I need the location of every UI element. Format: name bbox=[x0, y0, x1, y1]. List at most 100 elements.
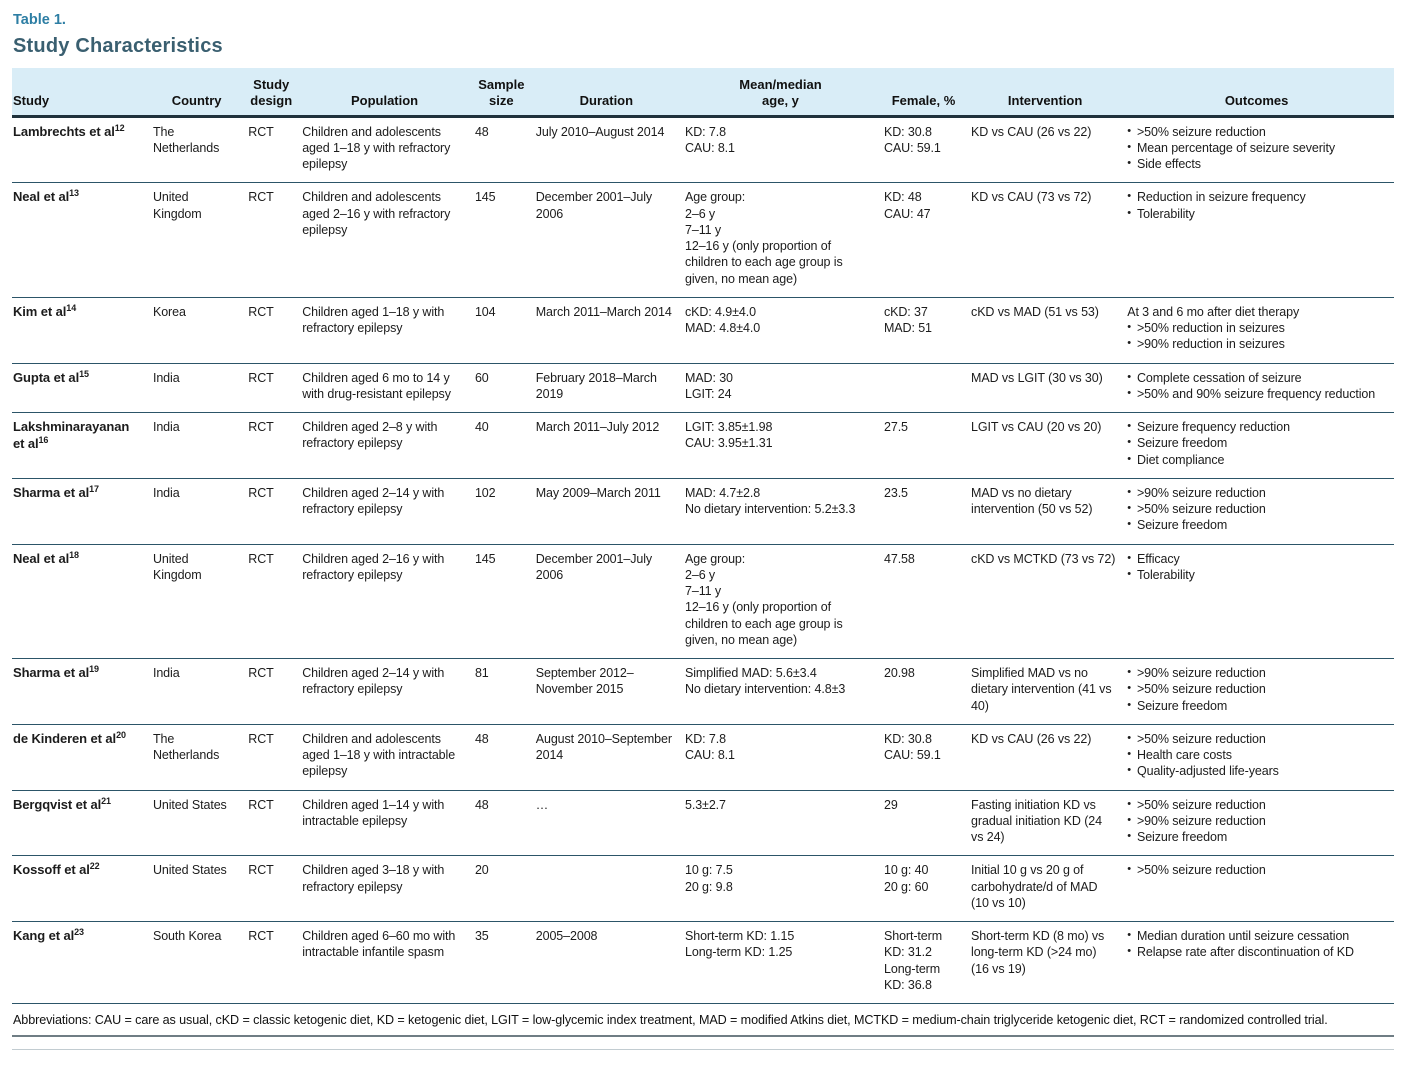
bullet-icon: • bbox=[1127, 682, 1131, 695]
table-row: Sharma et al17 India RCT Children aged 2… bbox=[12, 478, 1394, 545]
cell-population: Children aged 1–14 y with intractable ep… bbox=[302, 797, 445, 828]
outcome-text: Seizure freedom bbox=[1136, 518, 1228, 533]
cell-age: LGIT: 3.85±1.98 CAU: 3.95±1.31 bbox=[684, 420, 773, 451]
column-header-study-design: Study design bbox=[248, 68, 303, 117]
cell-country: United Kingdom bbox=[152, 190, 202, 221]
outcome-text: Efficacy bbox=[1136, 551, 1180, 566]
cell-outcomes: • Seizure frequency reduction • Seizure fre… bbox=[1127, 413, 1394, 479]
cell-duration: August 2010–September 2014 bbox=[535, 731, 672, 763]
cell-duration: December 2001–July 2006 bbox=[535, 551, 653, 582]
cell-sample-size: 35 bbox=[474, 929, 489, 944]
study-reference-number: 21 bbox=[101, 795, 111, 806]
study-name: Sharma et al bbox=[13, 484, 90, 500]
outcome-text: Median duration until seizure cessation bbox=[1136, 929, 1350, 944]
table-row: Sharma et al19 India RCT Children aged 2… bbox=[12, 659, 1394, 725]
cell-intervention: Initial 10 g vs 20 g of carbohydrate/d o… bbox=[971, 863, 1098, 910]
cell-female: Short-term KD: 31.2 Long-term KD: 36.8 bbox=[883, 929, 943, 992]
cell-country: India bbox=[152, 485, 180, 500]
cell-study-design: RCT bbox=[248, 551, 274, 566]
cell-age: cKD: 4.9±4.0 MAD: 4.8±4.0 bbox=[684, 304, 761, 336]
outcome-text: Health care costs bbox=[1136, 748, 1232, 763]
outcome-text: >90% seizure reduction bbox=[1136, 813, 1266, 828]
study-name: Gupta et al bbox=[13, 369, 80, 385]
bullet-icon: • bbox=[1127, 731, 1131, 744]
cell-outcomes: • >50% seizure reduction • Mean percentage … bbox=[1127, 116, 1394, 183]
cell-study-design: RCT bbox=[248, 666, 274, 681]
outcome-text: >50% seizure reduction bbox=[1136, 124, 1266, 139]
cell-study-design: RCT bbox=[248, 929, 274, 944]
table-row: Gupta et al15 India RCT Children aged 6 … bbox=[12, 363, 1394, 413]
outcome-text: Seizure freedom bbox=[1136, 830, 1228, 845]
table-row: Neal et al18 United Kingdom RCT Children… bbox=[12, 544, 1394, 659]
cell-age: 10 g: 7.5 20 g: 9.8 bbox=[684, 863, 733, 894]
study-reference-number: 23 bbox=[74, 927, 84, 938]
outcome-text: Seizure freedom bbox=[1136, 698, 1228, 713]
outcomes-list: • Reduction in seizure frequency • Tolerabi… bbox=[1127, 189, 1384, 222]
cell-duration bbox=[536, 856, 685, 922]
outcome-text: Seizure freedom bbox=[1136, 436, 1228, 451]
study-name: Lakshminarayanan et al bbox=[13, 419, 130, 452]
column-header-intervention: Intervention bbox=[971, 68, 1128, 117]
bullet-icon: • bbox=[1127, 929, 1131, 942]
cell-study-design: RCT bbox=[248, 797, 274, 812]
table-row: Lakshminarayanan et al16 India RCT Child… bbox=[12, 413, 1394, 479]
bullet-icon: • bbox=[1127, 157, 1131, 170]
cell-sample-size: 81 bbox=[474, 666, 489, 681]
bullet-icon: • bbox=[1127, 518, 1131, 531]
outcome-item: • >90% seizure reduction bbox=[1127, 485, 1384, 501]
cell-female: 20.98 bbox=[883, 666, 915, 681]
cell-female: KD: 48 CAU: 47 bbox=[883, 190, 931, 221]
abbreviations-footnote: Abbreviations: CAU = care as usual, cKD … bbox=[12, 1004, 1394, 1038]
table-body: Lambrechts et al12 The Netherlands RCT C… bbox=[12, 116, 1394, 1004]
cell-sample-size: 60 bbox=[474, 370, 489, 385]
cell-sample-size: 145 bbox=[474, 551, 496, 566]
bullet-icon: • bbox=[1127, 698, 1131, 711]
bullet-icon: • bbox=[1127, 813, 1131, 826]
bullet-icon: • bbox=[1127, 140, 1131, 153]
cell-sample-size: 40 bbox=[474, 420, 489, 435]
cell-country: India bbox=[152, 420, 180, 435]
outcome-item: • >90% reduction in seizures bbox=[1127, 336, 1384, 352]
cell-population: Children and adolescents aged 2–16 y wit… bbox=[302, 190, 451, 237]
study-name: Kim et al bbox=[13, 303, 67, 319]
bullet-icon: • bbox=[1127, 764, 1131, 777]
column-header-sample-size: Sample size bbox=[474, 68, 536, 117]
cell-study: Neal et al18 bbox=[12, 544, 153, 659]
cell-sample-size: 48 bbox=[474, 124, 489, 139]
outcome-text: >90% seizure reduction bbox=[1136, 666, 1266, 681]
outcomes-list: • >50% reduction in seizures • >90% reducti… bbox=[1127, 320, 1384, 353]
column-header-female: Female, % bbox=[883, 68, 972, 117]
bullet-icon: • bbox=[1127, 485, 1131, 498]
table-row: Bergqvist et al21 United States RCT Chil… bbox=[12, 790, 1394, 856]
cell-population: Children and adolescents aged 1–18 y wit… bbox=[302, 731, 456, 779]
cell-outcomes: • >50% seizure reduction • >90% seizure red… bbox=[1127, 790, 1394, 856]
cell-study: Lambrechts et al12 bbox=[12, 116, 153, 183]
cell-study: Lakshminarayanan et al16 bbox=[12, 413, 153, 479]
cell-country: United Kingdom bbox=[152, 551, 202, 582]
cell-age: Age group: 2–6 y 7–11 y 12–16 y (only pr… bbox=[684, 551, 843, 647]
header-row: Study Country Study design Population Sa… bbox=[12, 68, 1394, 117]
cell-study: Sharma et al17 bbox=[12, 478, 153, 544]
outcome-item: • Reduction in seizure frequency bbox=[1127, 189, 1384, 205]
column-header-study: Study bbox=[12, 68, 153, 117]
cell-study: Kang et al23 bbox=[12, 922, 153, 1004]
cell-female: KD: 30.8 CAU: 59.1 bbox=[883, 124, 941, 155]
outcome-text: Diet compliance bbox=[1136, 452, 1225, 467]
cell-female: KD: 30.8 CAU: 59.1 bbox=[883, 731, 941, 763]
outcome-item: • >50% seizure reduction bbox=[1127, 681, 1384, 697]
cell-age: MAD: 4.7±2.8 No dietary intervention: 5.… bbox=[684, 485, 856, 517]
outcome-item: • >50% seizure reduction bbox=[1127, 731, 1384, 747]
table-row: de Kinderen et al20 The Netherlands RCT … bbox=[12, 724, 1394, 791]
bullet-icon: • bbox=[1127, 206, 1131, 219]
cell-duration: May 2009–March 2011 bbox=[535, 485, 661, 500]
bullet-icon: • bbox=[1127, 436, 1131, 449]
column-header-duration: Duration bbox=[535, 68, 685, 117]
bullet-icon: • bbox=[1127, 420, 1131, 433]
outcomes-list: • Median duration until seizure cessation… bbox=[1127, 928, 1384, 961]
column-header-outcomes: Outcomes bbox=[1127, 68, 1394, 117]
cell-female: 29 bbox=[883, 797, 898, 812]
outcomes-list: • Efficacy • Tolerability bbox=[1127, 551, 1384, 584]
outcome-item: • >50% and 90% seizure frequency reductio… bbox=[1127, 386, 1384, 402]
cell-female: 47.58 bbox=[883, 551, 915, 566]
cell-female bbox=[884, 363, 971, 413]
